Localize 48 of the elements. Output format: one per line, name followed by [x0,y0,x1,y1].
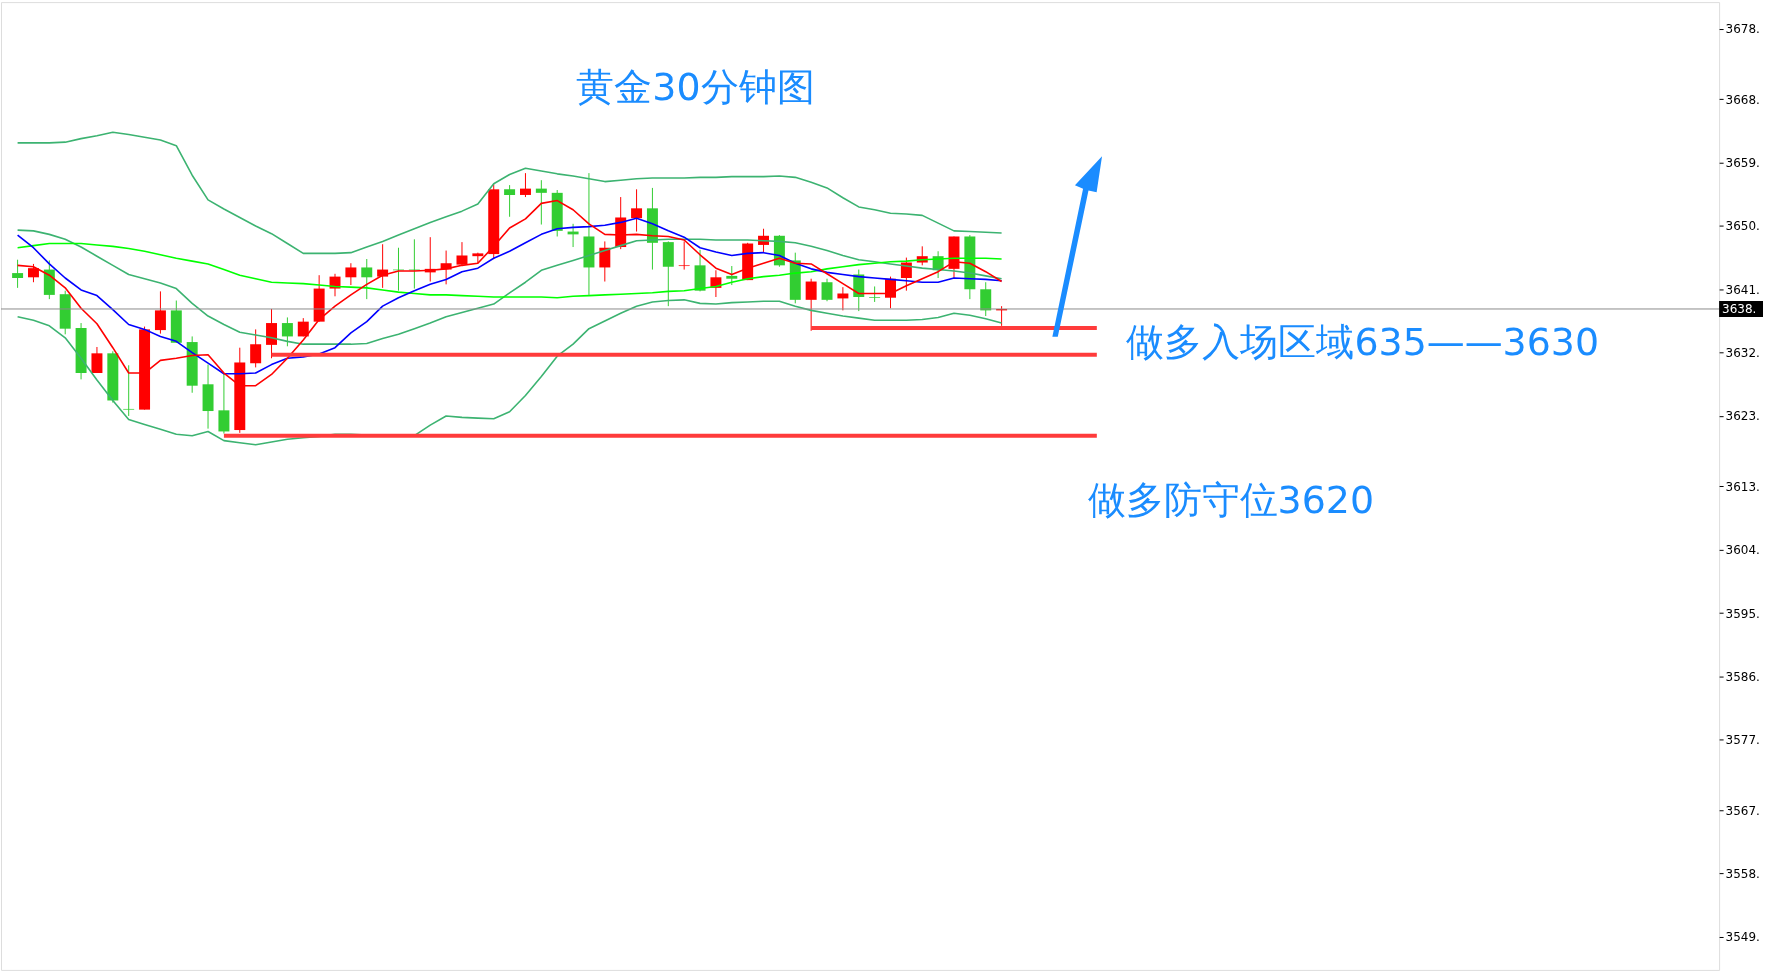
y-tick-label: 3668. [1725,92,1760,107]
line-series [16,242,1003,299]
y-tick-label: 3678. [1725,22,1760,37]
candlestick [535,179,547,226]
candlestick [27,263,39,283]
candlestick [218,373,230,435]
candlestick [869,285,881,303]
ref-line-label: 3638. [1722,301,1757,316]
candlestick [281,316,293,347]
candlestick [726,265,738,286]
y-tick-label: 3549. [1725,930,1760,945]
line-series [16,299,1003,446]
y-tick-label: 3632. [1725,346,1760,361]
candlestick [154,290,166,335]
candlestick [250,328,262,368]
y-tick-label: 3558. [1725,866,1760,881]
y-tick-label: 3595. [1725,606,1760,621]
y-tick-label: 3659. [1725,156,1760,171]
text: 黄金30分钟图 [576,64,815,109]
candlestick [91,346,103,374]
candlestick [821,278,833,302]
y-tick-label: 3623. [1725,409,1760,424]
candlestick [123,364,135,417]
candlestick [678,240,690,271]
line-series [16,229,1003,345]
candlestick [345,262,357,286]
y-tick-label: 3650. [1725,219,1760,234]
candlestick [504,184,516,218]
candlestick [980,281,992,317]
candlestick [631,188,643,233]
candlestick [297,317,309,337]
annotation: 做多防守位3620 [1087,477,1374,522]
candlestick [266,308,278,359]
candlestick [361,258,373,300]
y-tick-label: 3567. [1725,803,1760,818]
y-tick-label: 3641. [1725,282,1760,297]
y-tick-label: 3604. [1725,543,1760,558]
candlestick [472,252,484,264]
candlestick [12,259,24,289]
text: 做多入场区域635——3630 [1126,320,1600,365]
candlestick [519,172,531,198]
candlestick [805,278,817,332]
candlestick [456,241,468,267]
y-tick-label: 3577. [1725,733,1760,748]
y-tick-label: 3613. [1725,479,1760,494]
y-tick-label: 3586. [1725,669,1760,684]
candlestick [329,273,341,297]
line-series [16,131,1003,255]
